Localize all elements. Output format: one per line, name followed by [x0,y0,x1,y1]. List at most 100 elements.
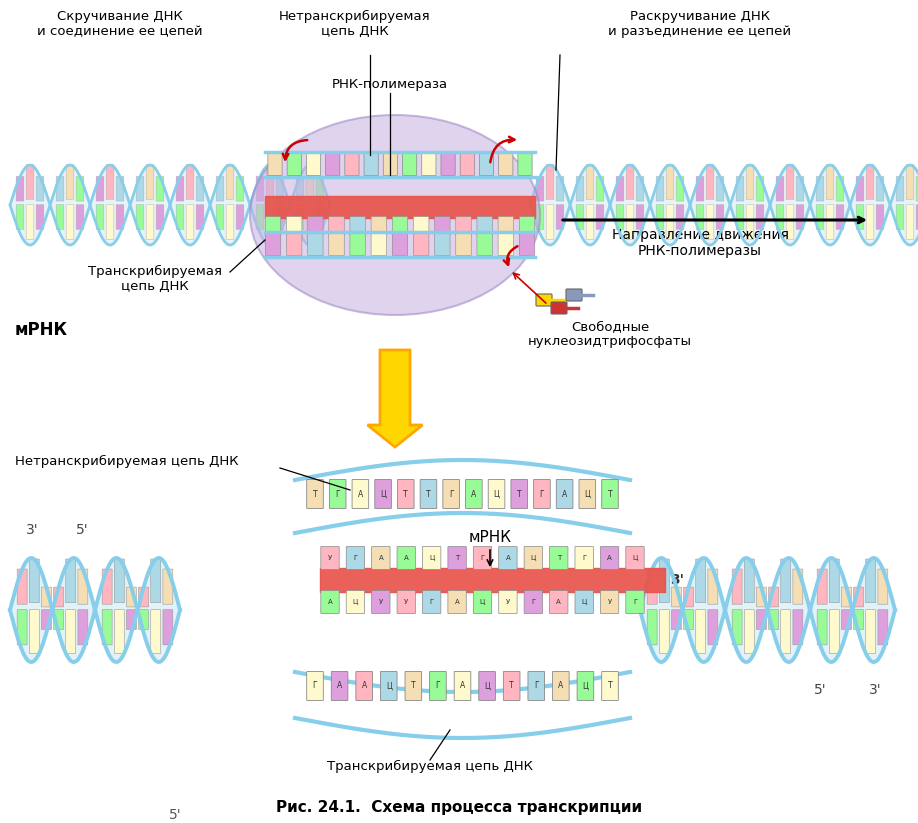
FancyBboxPatch shape [533,480,550,509]
FancyBboxPatch shape [306,205,314,239]
FancyBboxPatch shape [524,590,543,613]
FancyBboxPatch shape [356,672,373,700]
Text: Т: Т [556,555,561,561]
FancyBboxPatch shape [17,569,28,604]
FancyBboxPatch shape [156,205,164,230]
FancyBboxPatch shape [26,205,34,239]
FancyBboxPatch shape [488,480,505,509]
FancyBboxPatch shape [876,176,884,201]
FancyBboxPatch shape [329,233,344,255]
FancyBboxPatch shape [586,165,594,199]
FancyBboxPatch shape [520,216,535,235]
FancyBboxPatch shape [708,569,718,604]
FancyBboxPatch shape [826,205,834,239]
Ellipse shape [250,115,540,315]
FancyBboxPatch shape [579,480,596,509]
FancyBboxPatch shape [306,165,314,199]
FancyBboxPatch shape [596,205,604,230]
FancyBboxPatch shape [546,165,554,199]
FancyBboxPatch shape [287,152,301,175]
Text: Т: Т [403,490,409,499]
FancyBboxPatch shape [371,216,386,235]
FancyBboxPatch shape [380,672,397,700]
FancyBboxPatch shape [268,152,282,175]
FancyBboxPatch shape [448,546,466,570]
FancyBboxPatch shape [756,610,767,630]
FancyBboxPatch shape [854,610,864,630]
FancyBboxPatch shape [817,569,827,604]
FancyBboxPatch shape [53,610,63,630]
Text: Т: Т [517,490,521,499]
FancyBboxPatch shape [430,672,446,700]
FancyBboxPatch shape [454,672,471,700]
FancyBboxPatch shape [878,610,888,645]
FancyBboxPatch shape [448,590,466,613]
Text: Ц: Ц [480,599,486,605]
FancyBboxPatch shape [350,233,365,255]
FancyBboxPatch shape [127,610,137,630]
FancyBboxPatch shape [397,590,416,613]
FancyBboxPatch shape [146,165,154,199]
Text: 5': 5' [813,683,826,697]
FancyBboxPatch shape [115,559,124,602]
FancyBboxPatch shape [297,176,304,201]
FancyBboxPatch shape [786,205,794,239]
FancyBboxPatch shape [371,233,386,255]
FancyBboxPatch shape [441,152,455,175]
FancyBboxPatch shape [477,216,492,235]
FancyBboxPatch shape [733,569,742,604]
FancyBboxPatch shape [434,233,450,255]
FancyBboxPatch shape [684,610,693,630]
FancyBboxPatch shape [746,165,754,199]
Text: Ц: Ц [581,599,587,605]
Text: А: А [328,599,332,605]
FancyBboxPatch shape [477,233,492,255]
FancyBboxPatch shape [896,176,904,201]
Text: А: А [337,681,342,690]
FancyBboxPatch shape [66,610,75,653]
FancyBboxPatch shape [226,165,234,199]
FancyBboxPatch shape [550,546,568,570]
FancyBboxPatch shape [474,546,492,570]
FancyBboxPatch shape [671,610,681,630]
FancyBboxPatch shape [854,587,864,607]
FancyBboxPatch shape [316,176,324,201]
FancyBboxPatch shape [836,176,844,201]
FancyBboxPatch shape [162,610,173,645]
FancyBboxPatch shape [816,205,823,230]
Text: А: А [556,599,561,605]
Text: Г: Г [532,599,535,605]
FancyBboxPatch shape [127,587,137,607]
Text: Г: Г [540,490,544,499]
Text: А: А [506,555,510,561]
FancyBboxPatch shape [66,559,75,602]
FancyBboxPatch shape [736,176,744,201]
FancyBboxPatch shape [136,176,144,201]
FancyBboxPatch shape [375,480,391,509]
FancyBboxPatch shape [29,610,39,653]
FancyBboxPatch shape [842,610,851,630]
FancyBboxPatch shape [744,610,755,653]
FancyBboxPatch shape [536,176,543,201]
FancyBboxPatch shape [528,672,544,700]
FancyBboxPatch shape [266,205,274,239]
FancyBboxPatch shape [151,610,161,653]
FancyBboxPatch shape [316,205,324,230]
FancyBboxPatch shape [320,590,339,613]
FancyBboxPatch shape [36,176,44,201]
Text: А: А [562,490,567,499]
FancyBboxPatch shape [460,152,475,175]
Text: Г: Г [335,490,340,499]
FancyBboxPatch shape [331,672,348,700]
Text: Ц: Ц [531,555,536,561]
FancyBboxPatch shape [577,176,584,201]
Text: Г: Г [449,490,453,499]
FancyBboxPatch shape [265,216,281,235]
FancyBboxPatch shape [266,165,274,199]
FancyBboxPatch shape [556,205,564,230]
FancyBboxPatch shape [286,233,302,255]
FancyBboxPatch shape [856,205,864,230]
FancyBboxPatch shape [146,205,154,239]
FancyBboxPatch shape [656,176,664,201]
FancyBboxPatch shape [842,587,851,607]
